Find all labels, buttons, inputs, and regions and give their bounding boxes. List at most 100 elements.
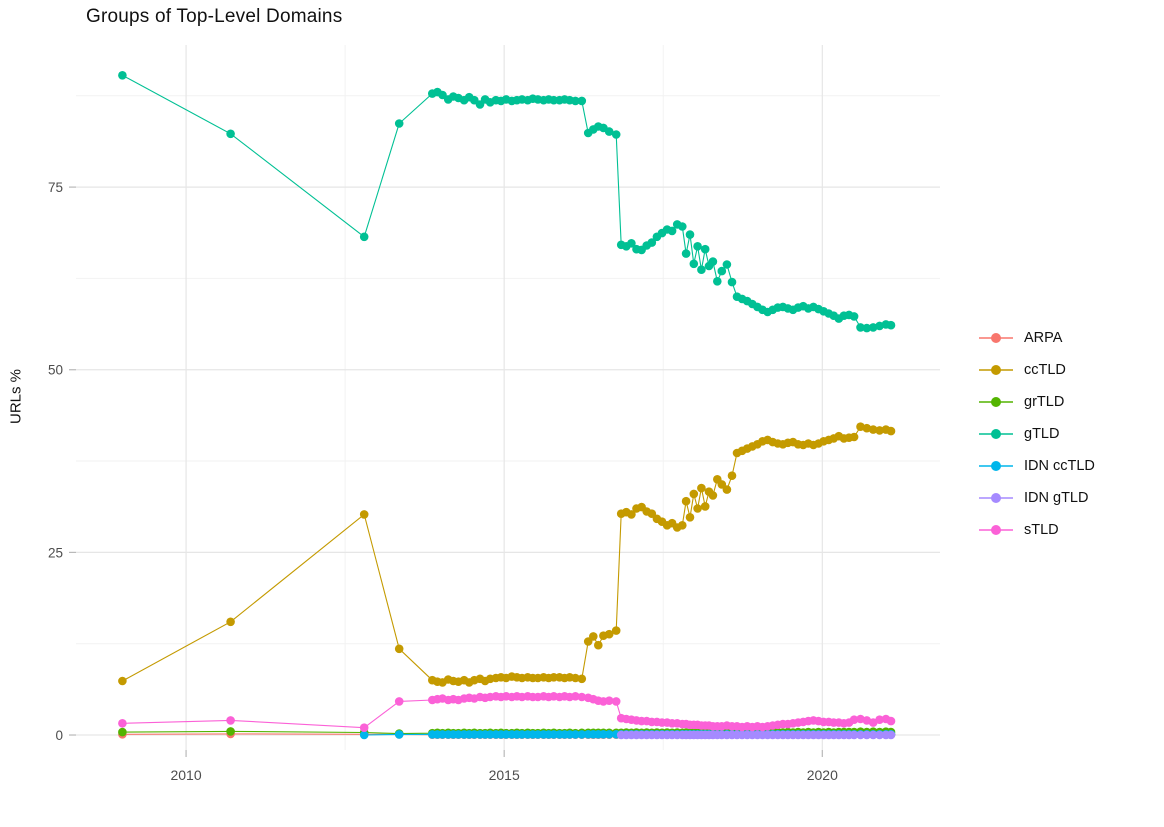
data-point-sTLD	[571, 692, 580, 701]
data-point-gTLD	[611, 130, 621, 139]
data-point-ccTLD	[868, 425, 878, 434]
data-point-gTLD	[678, 222, 687, 231]
data-point-IDN-gTLD	[868, 730, 878, 740]
data-point-IDN-gTLD	[862, 730, 872, 740]
legend-label: ccTLD	[1024, 362, 1066, 378]
data-point-gTLD	[708, 257, 718, 266]
data-point-gTLD	[727, 277, 737, 287]
data-point-ccTLD	[571, 673, 580, 683]
data-point-IDN-ccTLD	[604, 730, 614, 739]
data-point-ccTLD	[708, 491, 718, 500]
data-point-sTLD	[875, 715, 884, 724]
data-point-gTLD	[856, 323, 865, 332]
y-tick-label: 0	[55, 728, 63, 743]
x-tick-label: 2020	[807, 767, 838, 783]
data-point-IDN-gTLD	[849, 730, 859, 740]
data-point-IDN-ccTLD	[571, 730, 580, 739]
data-point-gTLD	[693, 242, 702, 251]
data-point-gTLD	[685, 230, 695, 239]
legend-item-IDN-ccTLD: IDN ccTLD	[978, 450, 1095, 482]
legend-label: ARPA	[1024, 330, 1063, 346]
data-point-ccTLD	[604, 629, 614, 639]
legend-item-ccTLD: ccTLD	[978, 354, 1095, 386]
y-tick-label: 25	[48, 545, 63, 560]
data-point-gTLD	[359, 232, 369, 242]
legend-label: gTLD	[1024, 426, 1060, 442]
data-point-ccTLD	[849, 432, 859, 442]
data-point-ccTLD	[118, 676, 127, 686]
data-point-gTLD	[700, 244, 710, 254]
chart-title: Groups of Top-Level Domains	[86, 6, 343, 27]
legend-key-icon	[979, 333, 1013, 343]
data-point-gTLD	[226, 129, 235, 139]
legend-item-grTLD: grTLD	[978, 386, 1095, 418]
data-point-sTLD	[359, 723, 369, 732]
data-point-gTLD	[627, 239, 636, 248]
data-point-IDN-ccTLD	[577, 730, 587, 739]
data-point-ccTLD	[689, 489, 699, 499]
y-tick-label: 75	[48, 180, 63, 195]
data-point-gTLD	[886, 320, 896, 330]
data-point-ccTLD	[589, 632, 598, 641]
data-point-ccTLD	[697, 483, 706, 493]
legend-label: IDN gTLD	[1024, 490, 1089, 506]
data-point-gTLD	[697, 265, 706, 275]
data-point-gTLD	[604, 127, 614, 136]
data-point-gTLD	[849, 312, 859, 321]
data-point-gTLD	[681, 249, 691, 258]
legend-label: grTLD	[1024, 394, 1065, 410]
data-point-ccTLD	[577, 674, 587, 684]
data-point-grTLD	[118, 727, 127, 737]
data-point-IDN-gTLD	[886, 730, 896, 740]
data-point-IDN-ccTLD	[394, 730, 404, 739]
data-point-ccTLD	[611, 626, 621, 635]
data-point-ccTLD	[685, 513, 695, 522]
data-point-ccTLD	[875, 426, 884, 435]
data-point-ccTLD	[678, 521, 687, 530]
legend-key-icon	[979, 429, 1013, 439]
data-point-sTLD	[849, 715, 859, 724]
legend-key-icon	[979, 397, 1013, 407]
data-point-ccTLD	[727, 471, 737, 481]
legend-item-ARPA: ARPA	[978, 322, 1095, 354]
legend-item-sTLD: sTLD	[978, 514, 1095, 546]
data-point-ccTLD	[394, 644, 404, 654]
data-point-gTLD	[722, 260, 732, 269]
data-point-sTLD	[611, 697, 621, 706]
data-point-ccTLD	[722, 485, 732, 494]
legend: ARPA ccTLD grTLD gTLD IDN ccTLD IDN gTLD sTLD	[978, 322, 1095, 546]
data-point-gTLD	[394, 119, 404, 128]
legend-key-icon	[979, 461, 1013, 471]
data-point-ccTLD	[226, 617, 235, 627]
legend-item-gTLD: gTLD	[978, 418, 1095, 450]
y-tick-label: 50	[48, 363, 63, 378]
data-point-ccTLD	[700, 502, 710, 511]
series-line-gTLD	[122, 74, 892, 329]
data-point-sTLD	[118, 719, 127, 728]
data-point-ccTLD	[886, 426, 896, 436]
data-point-ccTLD	[862, 423, 872, 433]
data-point-gTLD	[667, 226, 677, 236]
data-point-sTLD	[886, 716, 896, 726]
data-point-sTLD	[577, 692, 587, 702]
data-point-sTLD	[226, 716, 235, 725]
data-point-ccTLD	[627, 510, 636, 519]
legend-key-icon	[979, 493, 1013, 503]
data-point-sTLD	[868, 718, 878, 727]
data-point-IDN-ccTLD	[359, 730, 369, 740]
data-point-ccTLD	[594, 640, 603, 650]
data-point-IDN-gTLD	[856, 730, 865, 740]
data-point-sTLD	[394, 697, 404, 706]
legend-item-IDN-gTLD: IDN gTLD	[978, 482, 1095, 514]
data-point-ccTLD	[681, 496, 691, 506]
data-point-ccTLD	[693, 504, 702, 513]
data-point-grTLD	[226, 727, 235, 736]
data-point-gTLD	[647, 238, 657, 247]
data-point-gTLD	[713, 277, 722, 286]
x-tick-label: 2010	[170, 767, 201, 783]
data-point-ccTLD	[359, 510, 369, 519]
legend-label: IDN ccTLD	[1024, 458, 1095, 474]
data-point-gTLD	[862, 323, 872, 333]
